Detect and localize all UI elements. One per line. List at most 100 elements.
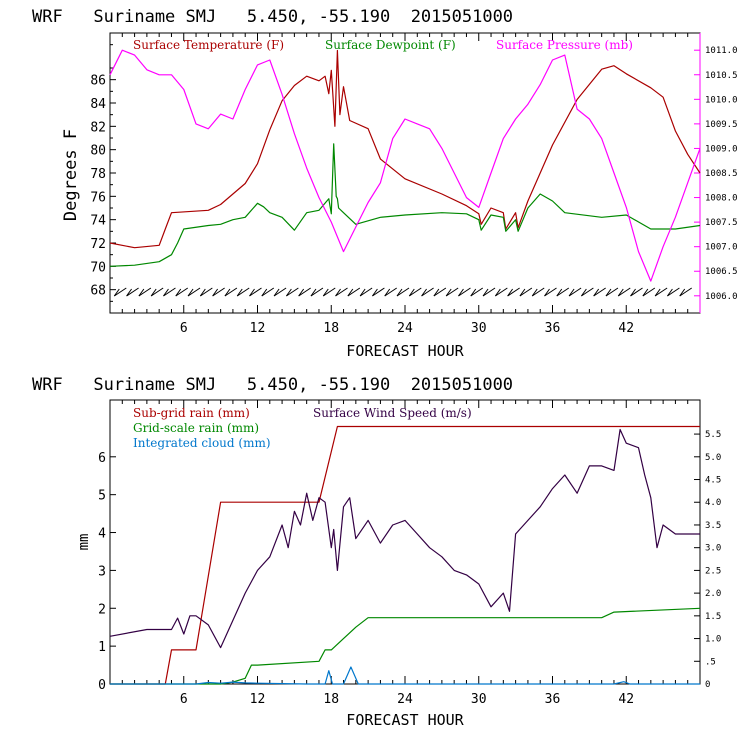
wind-barb [580,287,594,297]
chart1-x-tick-label: 42 [618,321,634,336]
chart1-y2-tick-label: 1010.0 [705,95,738,105]
chart1-y-tick-label: 82 [90,120,106,135]
chart2-x-tick-label: 36 [545,692,561,707]
chart1-x-tick-label: 30 [471,321,487,336]
chart2-y2-tick-label: 1.5 [705,612,721,622]
wind-barb [285,287,299,297]
chart2-y-tick-label: 3 [98,564,106,579]
wind-barb [593,287,606,297]
chart1-y2-tick-label: 1006.0 [705,292,738,302]
chart1-series-lines [109,49,701,282]
wind-barb [667,287,680,297]
chart1-y2-tick-label: 1009.5 [705,120,738,130]
chart1-x-tick-label: 36 [545,321,561,336]
chart2-series-integrated-cloud-mm [110,666,700,685]
wind-barb [494,287,508,297]
chart1-series-surface-temperature-f [109,49,701,249]
wind-barb [679,287,692,297]
chart1-y-tick-label: 76 [90,190,106,205]
wind-barb [556,287,570,297]
wind-barb [261,287,275,297]
wind-barb [249,287,262,297]
wind-barb [138,287,152,297]
wind-barb [310,287,324,297]
wind-barb [175,287,189,297]
chart2-y2-ticks: 0 .5 1.0 1.5 2.0 2.5 3.0 3.5 4.0 4.5 5.0 5.5 [694,430,721,690]
chart2-x-tick-label: 30 [471,692,487,707]
wind-barb [335,287,348,297]
chart2-legend-wind: Surface Wind Speed (m/s) [313,406,472,420]
chart1-y2-tick-label: 1011.0 [705,46,738,56]
chart1-wind-barbs [113,287,692,297]
wind-barb [408,287,422,297]
chart1-x-axis-label: FORECAST HOUR [346,342,464,360]
chart2-legend-subgrid: Sub-grid rain (mm) [133,406,250,420]
wind-barb [273,287,287,297]
chart1-series-surface-dewpoint-f [109,143,701,267]
wind-barb [150,287,164,297]
chart1-y2-tick-label: 1008.5 [705,169,738,179]
chart1-plot-frame [109,32,701,314]
wind-barb [359,287,373,297]
chart1-y-axis-label: Degrees F [61,129,81,221]
wind-barb [433,287,447,297]
wind-barb [445,287,459,297]
chart1-y-tick-label: 70 [90,260,106,275]
wind-barb [630,287,643,297]
chart2-x-tick-label: 12 [250,692,266,707]
wind-barb [113,287,127,297]
chart2-y-tick-label: 6 [98,451,106,466]
chart1-y-ticks: 68 70 72 74 76 78 80 82 84 86 [90,44,116,302]
wind-barb [642,287,656,297]
wind-barb [458,287,471,297]
wind-barb [298,287,311,297]
wind-barb [544,287,557,297]
chart2-x-ticks: 6 12 18 24 30 36 42 [121,400,689,707]
wind-barb [126,287,139,297]
wind-barb [568,287,582,297]
wind-barb [482,287,496,297]
wind-barb [531,287,545,297]
chart1-legend-dewpoint: Surface Dewpoint (F) [325,38,456,52]
chart2-y-tick-label: 4 [98,527,106,542]
wind-barb [421,287,434,297]
chart2-y-axis-label: mm [76,534,92,551]
chart2-y2-tick-label: 0 [705,680,710,690]
chart1-y-tick-label: 80 [90,144,106,159]
chart2-y2-tick-label: 2.5 [705,566,721,576]
chart2-title: WRF Suriname SMJ 5.450, -55.190 20150510… [32,375,513,395]
chart2-y2-tick-label: 4.5 [705,476,721,486]
chart1-y-tick-label: 84 [90,97,106,112]
chart2-y-ticks: 0 1 2 3 4 5 6 [98,451,116,693]
chart1-y-tick-label: 74 [90,214,106,229]
chart2-x-tick-label: 18 [323,692,339,707]
chart2-y2-tick-label: 3.0 [705,544,721,554]
wind-barb [384,287,397,297]
chart2-y2-tick-label: 4.0 [705,498,721,508]
chart1-y2-tick-label: 1006.5 [705,267,738,277]
wind-barb [212,287,225,297]
chart1-y-tick-label: 72 [90,237,106,252]
chart2-x-tick-label: 24 [397,692,413,707]
chart2-y-tick-label: 5 [98,489,106,504]
wind-barb [605,287,619,297]
chart2-x-axis-label: FORECAST HOUR [346,711,464,729]
wind-barb [236,287,250,297]
chart2-y-tick-label: 2 [98,602,106,617]
wind-barb [224,287,238,297]
chart1-x-tick-label: 18 [323,321,339,336]
chart1-x-ticks: 6 12 18 24 30 36 42 [121,33,689,336]
chart1-y2-tick-label: 1007.5 [705,218,738,228]
wind-barb [519,287,533,297]
chart2-series-surface-wind-speed-m-s [109,428,700,649]
chart2-x-tick-label: 42 [618,692,634,707]
chart1-y2-tick-label: 1010.5 [705,71,738,81]
chart2-y2-tick-label: .5 [705,657,716,667]
wind-barb [396,287,410,297]
wind-barb [187,287,201,297]
chart2-y-tick-label: 1 [98,640,106,655]
wind-barb [617,287,631,297]
chart2-y2-tick-label: 3.5 [705,521,721,531]
chart1-y2-tick-label: 1008.0 [705,194,738,204]
wind-barb [654,287,668,297]
